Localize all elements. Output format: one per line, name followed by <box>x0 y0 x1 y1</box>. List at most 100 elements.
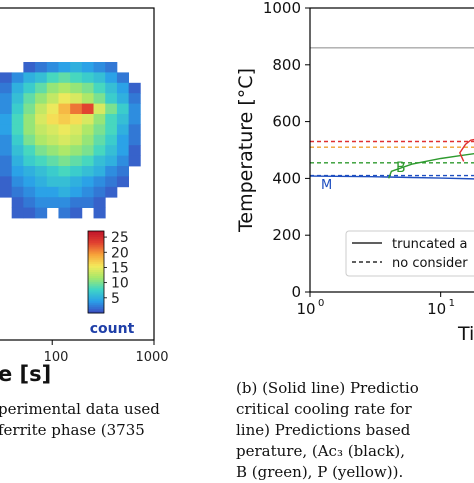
heatmap-cell <box>58 155 71 167</box>
heatmap-cell <box>105 124 118 136</box>
heatmap-cell <box>11 93 24 104</box>
heatmap-cell <box>23 166 36 177</box>
colorbar-segment <box>88 276 104 279</box>
heatmap-cell <box>58 82 71 94</box>
colorbar-segment <box>88 282 104 285</box>
heatmap-cell <box>0 82 13 94</box>
heatmap-cell <box>58 134 71 146</box>
heatmap-cell <box>105 145 118 156</box>
heatmap-cell <box>58 103 71 115</box>
heatmap-cell <box>93 72 106 84</box>
heatmap-cell <box>128 155 141 167</box>
heatmap-cell <box>35 62 48 73</box>
heatmap-cell <box>81 166 94 177</box>
heatmap-cell <box>105 82 118 94</box>
heatmap-cell <box>105 62 118 73</box>
heatmap-cell <box>35 166 48 177</box>
heatmap-cell <box>116 176 130 188</box>
heatmap-cell <box>128 103 141 115</box>
heatmap-cell <box>70 93 83 104</box>
heatmap-cell <box>11 103 24 115</box>
colorbar-tick-label: 15 <box>111 260 129 276</box>
colorbar-segment <box>88 310 104 314</box>
colorbar-tick-label: 10 <box>111 276 129 292</box>
heatmap-cell <box>0 72 13 84</box>
heatmap-cell <box>93 207 106 219</box>
heatmap-cell <box>70 166 83 177</box>
heatmap-cell <box>128 114 141 125</box>
heatmap-cell <box>35 186 48 198</box>
heatmap-cell <box>0 103 13 115</box>
heatmap-cell <box>105 166 118 177</box>
colorbar-segment <box>88 294 104 298</box>
right-y-tick-label: 1000 <box>263 0 301 17</box>
heatmap-cell <box>105 114 118 125</box>
heatmap-cell <box>58 207 71 219</box>
legend-box <box>345 230 474 277</box>
heatmap-cell <box>46 82 59 94</box>
heatmap-cell <box>70 124 83 136</box>
heatmap-cell <box>81 145 94 156</box>
right-caption-line: (b) (Solid line) Predictio <box>236 379 419 397</box>
heatmap-cell <box>11 155 24 167</box>
colorbar-segment <box>88 306 104 310</box>
right-caption-line: line) Predictions based <box>236 421 411 439</box>
right-y-ticks: 1000 800 600 400 200 0 <box>263 0 310 301</box>
series-line <box>388 152 474 179</box>
heatmap-cell <box>0 134 13 146</box>
heatmap-cell <box>116 82 130 94</box>
heatmap-cell <box>23 197 36 208</box>
curve-label-b: B <box>396 160 406 176</box>
right-y-tick-label: 400 <box>272 169 301 187</box>
heatmap-cells <box>0 62 141 219</box>
right-y-tick-label: 600 <box>272 113 301 131</box>
colorbar-segment <box>88 239 104 242</box>
heatmap-cell <box>58 72 71 84</box>
colorbar-segment <box>88 296 104 300</box>
heatmap-cell <box>0 124 13 136</box>
heatmap-cell <box>70 114 83 125</box>
heatmap-cell <box>93 155 106 167</box>
heatmap-cell <box>70 186 83 198</box>
heatmap-cell <box>11 134 24 146</box>
heatmap-cell <box>46 166 59 177</box>
heatmap-cell <box>70 176 83 188</box>
colorbar-segment <box>88 249 104 252</box>
heatmap-cell <box>81 62 94 73</box>
heatmap-cell <box>81 197 94 208</box>
right-caption-line: B (green), P (yellow)). <box>236 463 404 481</box>
heatmap-cell <box>11 166 24 177</box>
colorbar-segment <box>88 280 104 283</box>
heatmap-cell <box>93 176 106 188</box>
heatmap-cell <box>70 155 83 167</box>
colorbar-tick-label: 25 <box>111 230 129 246</box>
legend-solid-label: truncated a <box>392 237 467 252</box>
heatmap-cell <box>81 114 94 125</box>
heatmap-cell <box>46 124 59 136</box>
left-x-tick-1000: 1000 <box>135 350 168 365</box>
legend: truncated a no consider <box>345 230 474 277</box>
heatmap-cell <box>116 93 130 104</box>
heatmap-cell <box>93 166 106 177</box>
heatmap-cell <box>105 176 118 188</box>
heatmap-cell <box>81 124 94 136</box>
heatmap-cell <box>58 186 71 198</box>
heatmap-cell <box>35 103 48 115</box>
right-caption: (b) (Solid line) Predictio critical cool… <box>236 378 419 483</box>
heatmap-cell <box>93 114 106 125</box>
colorbar-segment <box>88 261 104 265</box>
colorbar-segment <box>88 286 104 289</box>
colorbar-segment <box>88 251 104 255</box>
colorbar-segment <box>88 247 104 250</box>
heatmap-cell <box>0 145 13 156</box>
heatmap-cell <box>81 155 94 167</box>
heatmap-cell <box>23 176 36 188</box>
heatmap-cell <box>128 82 141 94</box>
heatmap-cell <box>105 72 118 84</box>
heatmap-cell <box>116 134 130 146</box>
curve-label-m: M <box>321 178 332 193</box>
heatmap-cell <box>11 114 24 125</box>
colorbar-segment <box>88 243 104 246</box>
